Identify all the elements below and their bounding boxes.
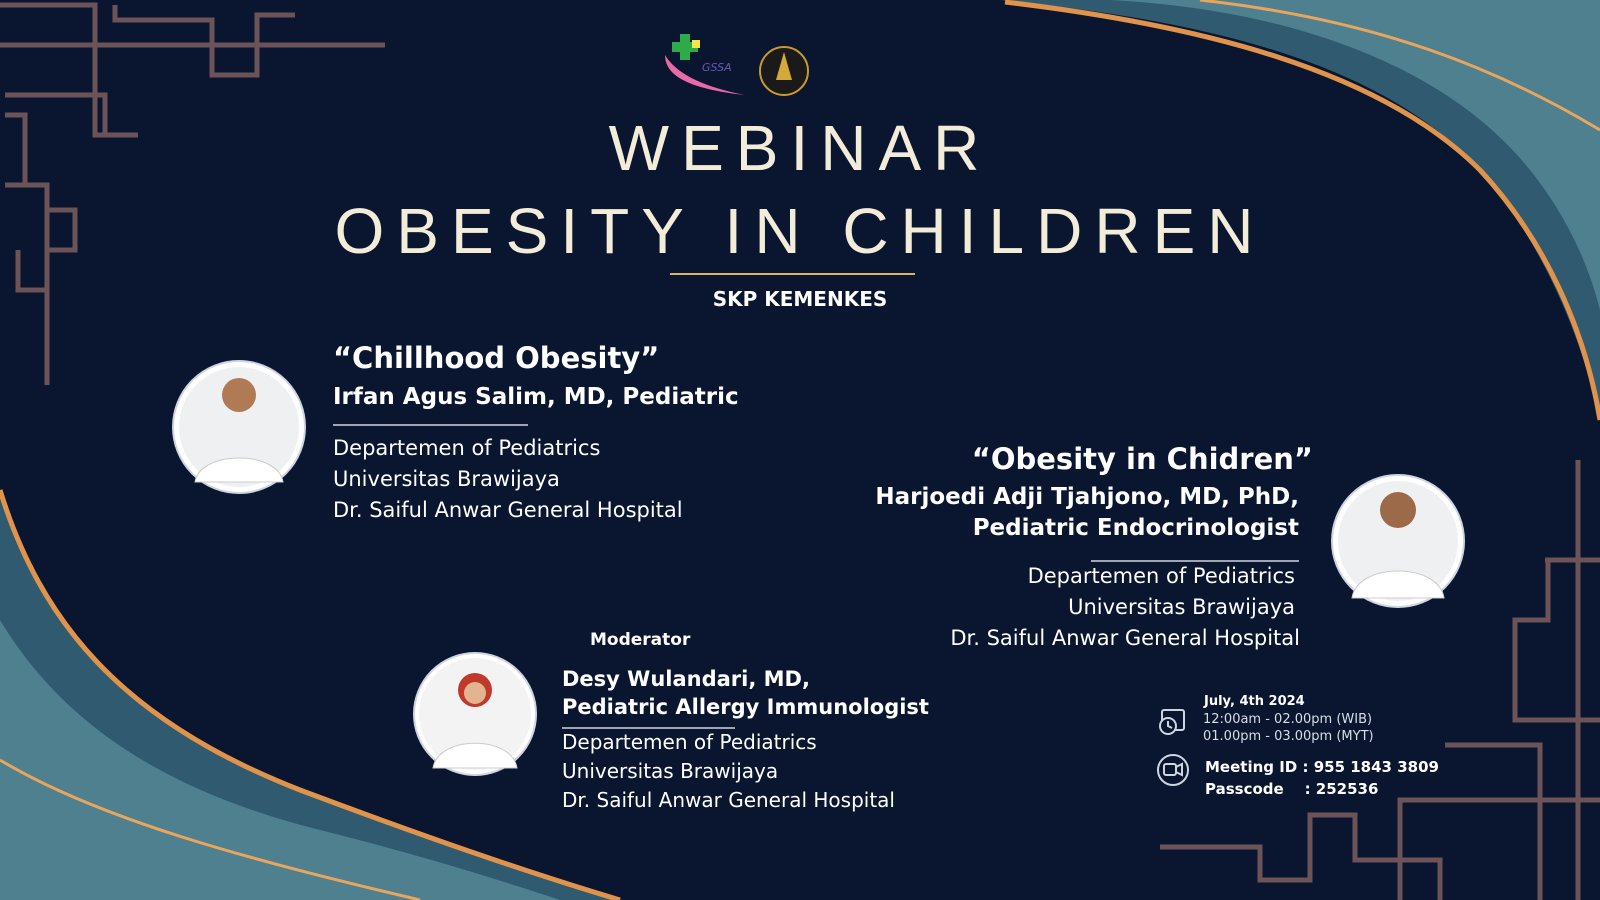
affiliation: Departemen of Pediatrics <box>562 730 817 754</box>
affiliation: Dr. Saiful Anwar General Hospital <box>333 498 683 522</box>
moderator-label: Moderator <box>590 630 691 650</box>
video-icon <box>1157 754 1189 786</box>
affiliation: Dr. Saiful Anwar General Hospital <box>562 788 895 812</box>
speaker-name: Harjoedi Adji Tjahjono, MD, PhD, <box>875 484 1299 510</box>
logo: GSSA <box>665 34 809 96</box>
affiliation: Departemen of Pediatrics <box>1027 564 1295 588</box>
affiliation: Universitas Brawijaya <box>1068 595 1295 619</box>
topic: “Chillhood Obesity” <box>333 341 660 375</box>
moderator-name: Pediatric Allergy Immunologist <box>562 695 929 719</box>
event-time: 12:00am - 02.00pm (WIB) <box>1203 712 1373 727</box>
topic: “Obesity in Chidren” <box>971 442 1313 476</box>
meeting-info: Meeting ID : 955 1843 3809 <box>1205 758 1439 776</box>
meeting-info: Passcode : 252536 <box>1205 780 1379 798</box>
affiliation: Universitas Brawijaya <box>333 467 560 491</box>
calendar-icon <box>1159 709 1185 735</box>
title: WEBINAR <box>608 112 992 184</box>
affiliation: Departemen of Pediatrics <box>333 436 601 460</box>
portrait <box>1331 474 1465 608</box>
affiliation: Dr. Saiful Anwar General Hospital <box>950 626 1300 650</box>
subtitle: OBESITY IN CHILDREN <box>334 195 1266 267</box>
portrait <box>172 360 306 494</box>
event-date: July, 4th 2024 <box>1204 694 1305 709</box>
event-time: 01.00pm - 03.00pm (MYT) <box>1203 729 1374 744</box>
logo-text: GSSA <box>702 61 732 74</box>
moderator-name: Desy Wulandari, MD, <box>562 667 810 691</box>
speaker-name: Irfan Agus Salim, MD, Pediatric <box>333 384 739 410</box>
portrait <box>413 652 537 776</box>
speaker-name: Pediatric Endocrinologist <box>972 515 1299 541</box>
tag: SKP KEMENKES <box>712 287 888 311</box>
affiliation: Universitas Brawijaya <box>562 759 779 783</box>
